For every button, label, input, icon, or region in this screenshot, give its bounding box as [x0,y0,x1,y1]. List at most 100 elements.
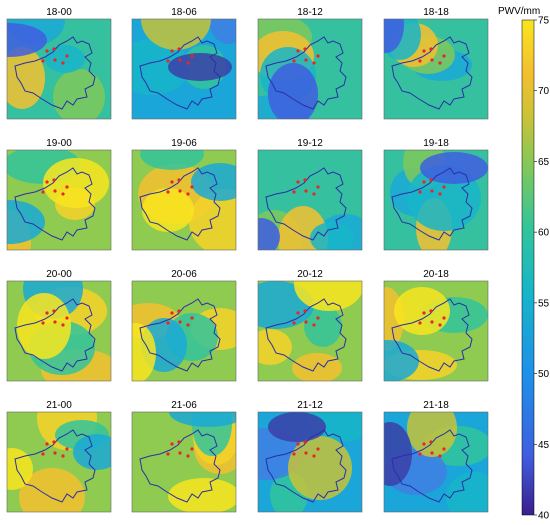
gnss-station-dot [177,178,181,182]
map-panel: 18-00 [6,7,112,120]
pwv-contour-region [310,222,354,250]
province-boundary [391,429,473,503]
gnss-station-dot [438,454,442,458]
gnss-station-dot [296,180,300,184]
gnss-station-dot [61,454,65,458]
panel-title: 19-00 [46,138,72,149]
panel-frame [131,411,237,513]
colorbar-tick-label: 70 [538,86,550,97]
panel-frame [383,18,489,120]
pwv-field [384,19,488,119]
province-boundary [391,167,473,241]
panel-frame [6,18,112,120]
map-panel: 20-18 [383,269,489,382]
colorbar-ticks: 40 45 50 55 60 65 70 75 [534,16,550,522]
map-panel: 19-06 [131,138,237,251]
gnss-station-dot [303,178,307,182]
colorbar-label: PWV/mm [498,6,540,17]
gnss-station-dot [296,442,300,446]
gnss-station-dot [422,49,426,53]
gnss-station-dot [430,58,434,62]
gnss-station-dot [170,49,174,53]
gnss-station-dot [190,185,194,189]
gnss-station-dot [303,47,307,51]
pwv-field [132,412,236,512]
panel-frame [383,280,489,382]
pwv-field [384,281,488,381]
province-boundary [14,167,96,241]
gnss-station-dot [52,178,56,182]
panel-frame [6,149,112,251]
gnss-station-dot [61,323,65,327]
gnss-station-dot [166,59,170,63]
gnss-station-dot [178,58,182,62]
panel-frame [131,149,237,251]
pwv-contour-region [7,448,33,490]
gnss-station-dot [166,321,170,325]
gnss-station-dot [45,49,49,53]
gnss-station-dot [292,59,296,63]
gnss-station-dot [177,309,181,313]
gnss-station-dot [429,440,433,444]
pwv-contour-region [304,305,342,347]
gnss-station-dot [442,447,446,451]
pwv-contour-region [43,158,109,208]
panel-title: 19-18 [423,138,449,149]
panel-title: 20-00 [46,269,72,280]
pwv-field [384,412,488,512]
gnss-station-dot [52,440,56,444]
gnss-station-dot [304,451,308,455]
pwv-contour-region [191,163,236,201]
gnss-station-dot [438,323,442,327]
gnss-station-dot [429,47,433,51]
pwv-contour-region [73,434,111,470]
panel-frame [131,280,237,382]
gnss-station-dot [190,447,194,451]
map-panel: 21-18 [383,400,489,513]
gnss-station-dot [186,454,190,458]
pwv-contour-region [45,45,85,73]
map-panel: 20-12 [257,269,363,382]
province-boundary [265,167,347,241]
gnss-station-dot [316,54,320,58]
gnss-station-dot [312,323,316,327]
gnss-station-dot [41,190,45,194]
pwv-contour-region [407,412,457,457]
gnss-station-dot [422,442,426,446]
gnss-station-dot [418,59,422,63]
gnss-station-dot [292,321,296,325]
panel-title: 18-12 [297,7,323,18]
panel-frame [6,411,112,513]
gnss-station-dot [303,440,307,444]
gnss-station-dot [186,323,190,327]
gnss-station-dot [438,192,442,196]
pwv-field [258,281,362,381]
pwv-contour-region [294,281,362,311]
pwv-contour-region [7,23,47,57]
map-panel: 18-12 [257,7,363,120]
panel-title: 21-06 [171,400,197,411]
map-panel: 19-18 [383,138,489,251]
panel-frame [6,280,112,382]
pwv-field [384,150,488,250]
panel-frame [383,149,489,251]
gnss-station-dot [178,451,182,455]
province-boundary [14,429,96,503]
province-boundary [265,298,347,372]
gnss-station-dot [438,61,442,65]
gnss-station-dot [177,47,181,51]
gnss-station-dot [418,190,422,194]
map-panels: 18-00 18-06 18-12 18-18 19-00 19-06 19-12 19-18… [6,7,489,513]
pwv-contour-region [384,422,412,486]
pwv-contour-region [141,19,211,50]
gnss-station-dot [61,192,65,196]
gnss-station-dot [45,180,49,184]
pwv-contour-region [384,19,404,53]
panel-title: 19-12 [297,138,323,149]
pwv-field [7,412,111,512]
map-panel: 18-18 [383,7,489,120]
pwv-contour-region [7,47,45,109]
pwv-field [258,150,362,250]
gnss-station-dot [186,61,190,65]
pwv-contour-region [258,218,280,250]
